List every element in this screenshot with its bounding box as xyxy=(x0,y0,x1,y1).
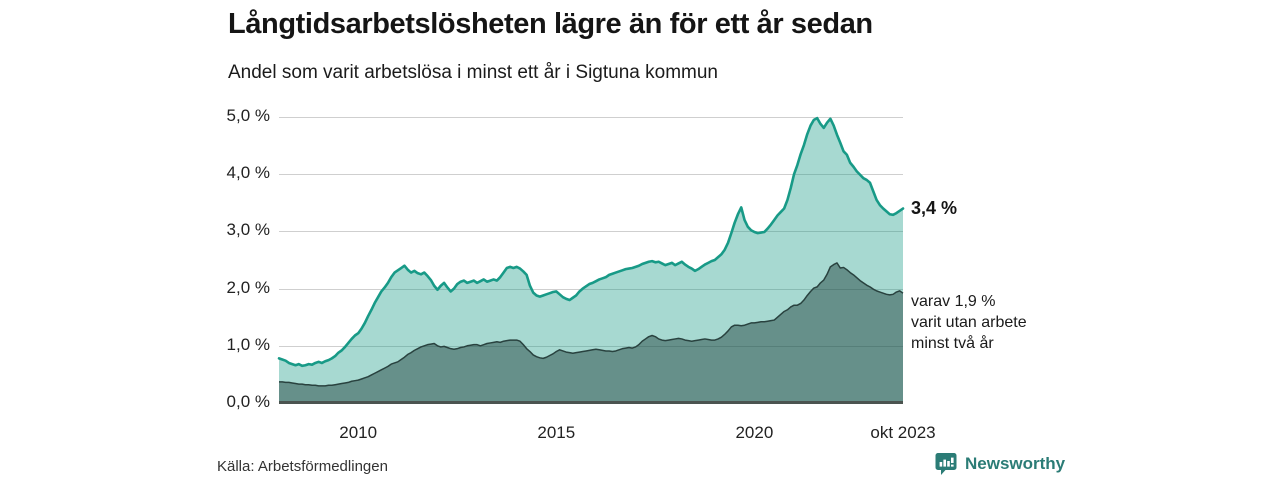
line-total xyxy=(277,116,905,368)
x-axis-tick-label: 2010 xyxy=(339,423,378,442)
y-axis-tick-label: 3,0 % xyxy=(226,220,270,240)
annotation-subset-line3: minst två år xyxy=(911,335,994,352)
y-axis-tick-label: 5,0 % xyxy=(226,106,270,125)
gridline-1 xyxy=(279,345,903,347)
x-axis-baseline xyxy=(279,401,903,404)
gridline-4 xyxy=(279,174,903,176)
gridline-3 xyxy=(279,231,903,233)
annotation-subset: varav 1,9 % varit utan arbete minst två … xyxy=(911,291,1027,354)
gridline-2 xyxy=(279,288,903,290)
annotation-subset-line2: varit utan arbete xyxy=(911,314,1027,331)
area-chart-plot xyxy=(277,116,905,403)
y-axis-tick-label: 2,0 % xyxy=(226,277,270,297)
y-axis-tick-label: 0,0 % xyxy=(226,392,270,411)
chart-subtitle: Andel som varit arbetslösa i minst ett å… xyxy=(228,62,718,83)
newsworthy-speech-bubble-chart-icon xyxy=(934,451,958,476)
x-axis-tick-label: okt 2023 xyxy=(870,423,936,442)
source-attribution: Källa: Arbetsförmedlingen xyxy=(217,458,388,475)
area-subset-fill xyxy=(279,262,903,403)
newsworthy-logo: Newsworthy xyxy=(934,451,1065,476)
annotation-latest-total: 3,4 % xyxy=(911,198,958,218)
x-axis-tick-label: 2015 xyxy=(537,423,576,442)
gridline-5 xyxy=(279,117,903,118)
line-subset xyxy=(279,262,904,387)
chart-title: Långtidsarbetslösheten lägre än för ett … xyxy=(228,8,873,40)
x-axis-tick-label: 2020 xyxy=(735,423,774,442)
area-total-fill xyxy=(279,118,903,403)
y-axis-tick-label: 4,0 % xyxy=(226,163,270,183)
y-axis-tick-label: 1,0 % xyxy=(226,334,270,354)
newsworthy-wordmark: Newsworthy xyxy=(965,453,1066,473)
annotation-subset-line1: varav 1,9 % xyxy=(911,293,996,310)
